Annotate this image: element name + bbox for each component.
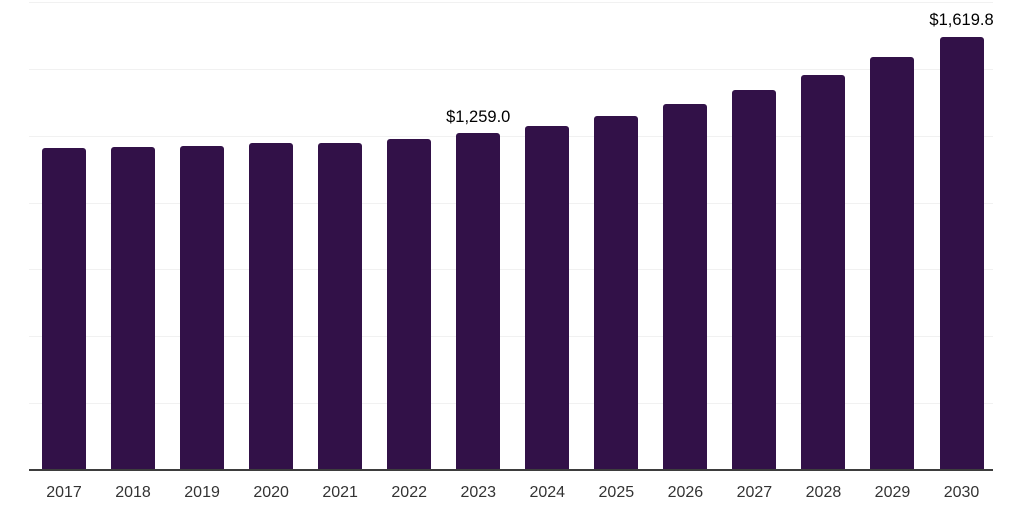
x-tick-2022: 2022 [391, 484, 427, 501]
x-tick-2018: 2018 [115, 484, 151, 501]
x-tick-2019: 2019 [184, 484, 220, 501]
gridline-1750 [29, 2, 993, 3]
gridline-1500 [29, 68, 993, 70]
bar-2021 [318, 142, 363, 470]
x-tick-2027: 2027 [736, 484, 773, 501]
bar-2020 [249, 143, 294, 470]
bar-2019 [180, 145, 225, 470]
x-tick-2023: 2023 [460, 484, 497, 501]
x-tick-2020: 2020 [253, 484, 289, 501]
x-tick-2028: 2028 [805, 484, 842, 501]
x-tick-2029: 2029 [874, 484, 911, 501]
gridline-500 [29, 336, 993, 338]
data-label-2023: $1,259.0 [446, 107, 511, 126]
bar-2027 [732, 89, 777, 470]
x-tick-2026: 2026 [667, 484, 704, 501]
bar-2024 [525, 125, 570, 470]
x-tick-2025: 2025 [598, 484, 635, 501]
bar-2023 [456, 133, 501, 470]
x-tick-2021: 2021 [322, 484, 358, 501]
bar-2028 [801, 75, 846, 470]
bar-2025 [594, 115, 639, 470]
gridline-250 [29, 403, 993, 405]
x-tick-2024: 2024 [529, 484, 566, 501]
data-label-2030: $1,619.8 [929, 11, 994, 30]
x-axis-line [29, 469, 993, 471]
x-tick-2030: 2030 [943, 484, 980, 501]
bar-2029 [870, 57, 915, 470]
bar-2026 [663, 103, 708, 470]
bar-2030 [939, 36, 984, 470]
bar-2017 [42, 147, 86, 470]
bar-2022 [387, 139, 432, 470]
x-tick-2017: 2017 [46, 484, 82, 501]
gridline-1000 [29, 202, 993, 204]
gridline-750 [29, 269, 993, 271]
gridline-1250 [29, 135, 993, 137]
bar-2018 [111, 147, 156, 470]
plot-area: $1,259.0 $1,619.8 [29, 2, 994, 470]
